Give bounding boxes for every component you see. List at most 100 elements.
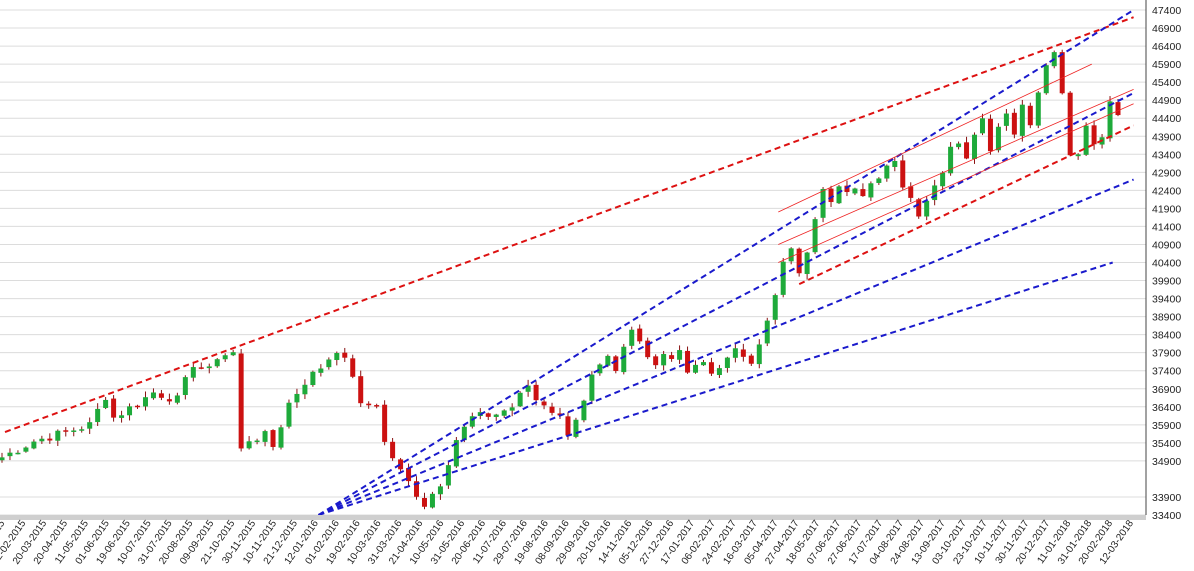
candle <box>892 157 898 172</box>
candle-body-up <box>214 359 220 367</box>
candle <box>525 379 531 397</box>
candle-body-up <box>605 355 611 366</box>
candle-body-up <box>788 248 794 262</box>
candle <box>286 399 292 429</box>
candle <box>964 136 970 160</box>
candle <box>772 293 778 325</box>
candle-body-down <box>860 189 866 197</box>
candle <box>979 113 985 136</box>
candle <box>421 492 427 510</box>
candle <box>318 364 324 377</box>
candle <box>437 483 443 500</box>
candle-body-down <box>350 358 356 377</box>
candle-body-up <box>103 399 109 408</box>
candle-body-down <box>637 328 643 342</box>
candle <box>732 344 738 363</box>
candle-body-up <box>716 368 722 376</box>
axes <box>0 0 1147 520</box>
y-tick-label: 42400 <box>1152 185 1181 197</box>
candle-body-up <box>764 320 770 344</box>
candle-body-up <box>190 367 196 378</box>
candles <box>0 49 1121 510</box>
y-tick-label: 43400 <box>1152 149 1181 161</box>
candle-body-down <box>796 248 802 274</box>
candle-body-up <box>836 186 842 204</box>
candle <box>693 360 699 374</box>
candle <box>1035 91 1041 129</box>
candle-body-down <box>1067 92 1073 156</box>
candle-body-up <box>884 165 890 179</box>
candle-body-down <box>158 393 164 398</box>
candle <box>740 343 746 362</box>
candle-body-down <box>358 376 364 404</box>
candle <box>222 353 228 362</box>
candle-body-up <box>501 410 507 416</box>
candle <box>111 395 117 422</box>
candle-body-up <box>286 402 292 427</box>
candle-body-down <box>406 468 412 482</box>
y-tick-label: 37900 <box>1152 348 1181 360</box>
candle <box>1003 109 1009 131</box>
candle <box>509 403 515 417</box>
candle-body-up <box>0 457 5 461</box>
candle <box>685 346 691 374</box>
candle <box>174 392 180 405</box>
trend-line <box>4 16 1134 433</box>
candle <box>764 317 770 347</box>
candle-body-down <box>740 349 746 357</box>
candle-body-up <box>222 355 228 360</box>
candle <box>190 361 196 382</box>
y-tick-label: 46900 <box>1152 23 1181 35</box>
y-tick-label: 40400 <box>1152 258 1181 270</box>
candle-body-up <box>334 353 340 361</box>
candle <box>135 404 141 409</box>
candle <box>661 350 667 371</box>
trend-line <box>778 88 1134 245</box>
candle <box>230 349 236 357</box>
candle <box>270 429 276 451</box>
candle-body-up <box>318 368 324 373</box>
candle-body-up <box>1083 125 1089 155</box>
candle <box>724 356 730 373</box>
y-tick-label: 39900 <box>1152 276 1181 288</box>
trend-line <box>778 63 1092 213</box>
candle <box>716 364 722 378</box>
candle <box>47 433 53 444</box>
candle-body-up <box>119 415 125 418</box>
candle <box>1011 108 1017 139</box>
candle <box>1107 96 1113 142</box>
candle <box>119 410 125 423</box>
candle-body-down <box>270 430 276 447</box>
candle-body-up <box>174 395 180 403</box>
candle-body-down <box>748 355 754 364</box>
candle-body-up <box>700 362 706 366</box>
candle <box>940 171 946 191</box>
candle-body-up <box>230 352 236 356</box>
candle <box>87 417 93 435</box>
candle <box>374 403 380 409</box>
candle-body-up <box>31 441 37 449</box>
candle-body-up <box>573 419 579 437</box>
y-tick-label: 38400 <box>1152 330 1181 342</box>
candle-body-up <box>453 440 459 467</box>
candle-body-up <box>948 146 954 174</box>
candle <box>708 357 714 376</box>
candle <box>557 407 563 420</box>
candle-body-down <box>198 367 204 369</box>
candle <box>876 177 882 185</box>
candle <box>214 358 220 368</box>
candle <box>748 353 754 366</box>
candle-body-down <box>653 356 659 366</box>
candle-body-down <box>485 413 491 417</box>
candle-body-up <box>892 161 898 167</box>
candle-body-down <box>398 459 404 470</box>
candle-body-up <box>493 414 499 417</box>
candle <box>517 391 523 408</box>
trend-line <box>778 103 1134 263</box>
trend-line <box>798 124 1135 286</box>
candle-body-up <box>581 400 587 421</box>
candle <box>95 403 101 426</box>
candle-body-down <box>135 405 141 408</box>
candle-body-down <box>111 398 117 418</box>
candle-body-down <box>828 188 834 203</box>
